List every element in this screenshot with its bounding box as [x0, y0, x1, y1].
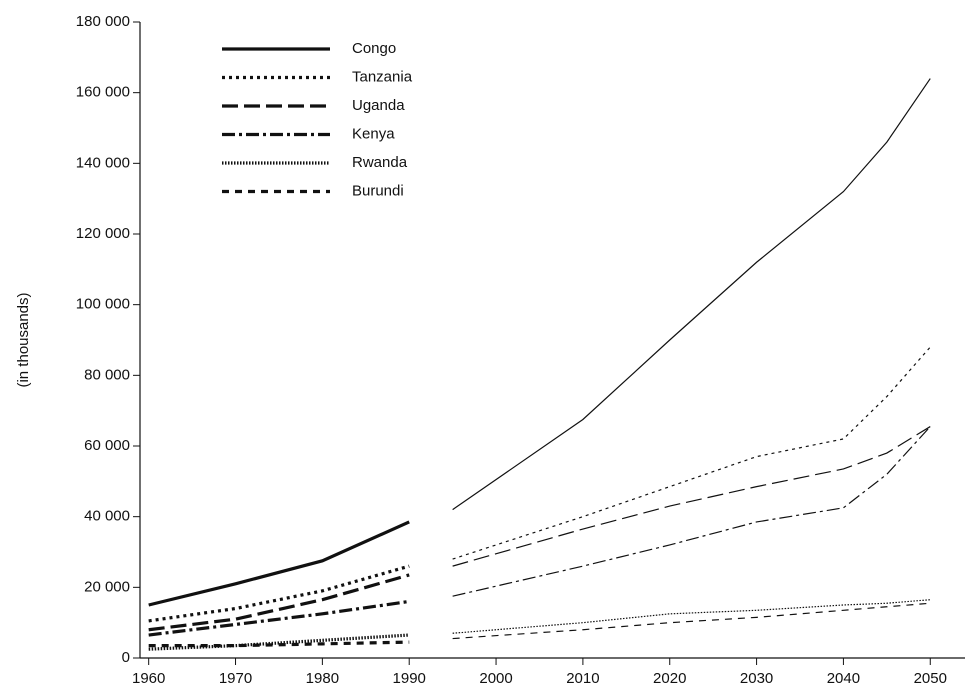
y-tick-label: 20 000: [84, 578, 130, 595]
legend-label: Burundi: [352, 182, 404, 199]
series-line: [148, 573, 410, 632]
x-tick-label: 2050: [914, 670, 947, 687]
y-tick-label: 100 000: [76, 296, 130, 313]
legend-label: Uganda: [352, 97, 405, 114]
series-line: [452, 426, 931, 597]
x-tick-label: 2020: [653, 670, 686, 687]
x-tick-label: 2040: [827, 670, 860, 687]
series-line: [148, 599, 410, 637]
series-line: [452, 599, 931, 634]
x-tick-label: 1990: [393, 670, 426, 687]
series-line: [452, 346, 931, 560]
legend-label: Kenya: [352, 125, 395, 142]
y-tick-label: 140 000: [76, 154, 130, 171]
series-line: [452, 78, 931, 511]
y-tick-label: 160 000: [76, 84, 130, 101]
x-tick-label: 2030: [740, 670, 773, 687]
series-line: [452, 426, 931, 567]
x-tick-label: 1980: [306, 670, 339, 687]
y-tick-label: 60 000: [84, 437, 130, 454]
series-line: [148, 633, 410, 651]
x-tick-label: 2010: [566, 670, 599, 687]
legend-label: Rwanda: [352, 154, 408, 171]
x-tick-label: 1960: [132, 670, 165, 687]
series-line: [452, 602, 931, 640]
series-line: [148, 520, 410, 607]
x-tick-label: 1970: [219, 670, 252, 687]
legend-label: Congo: [352, 40, 396, 57]
y-tick-label: 40 000: [84, 508, 130, 525]
series-line: [148, 564, 410, 623]
y-tick-label: 80 000: [84, 366, 130, 383]
series-line: [148, 640, 410, 648]
y-tick-label: 0: [122, 649, 130, 666]
y-axis-label: (in thousands): [15, 292, 32, 387]
legend-label: Tanzania: [352, 68, 413, 85]
x-tick-label: 2000: [479, 670, 512, 687]
y-tick-label: 120 000: [76, 225, 130, 242]
y-tick-label: 180 000: [76, 13, 130, 30]
